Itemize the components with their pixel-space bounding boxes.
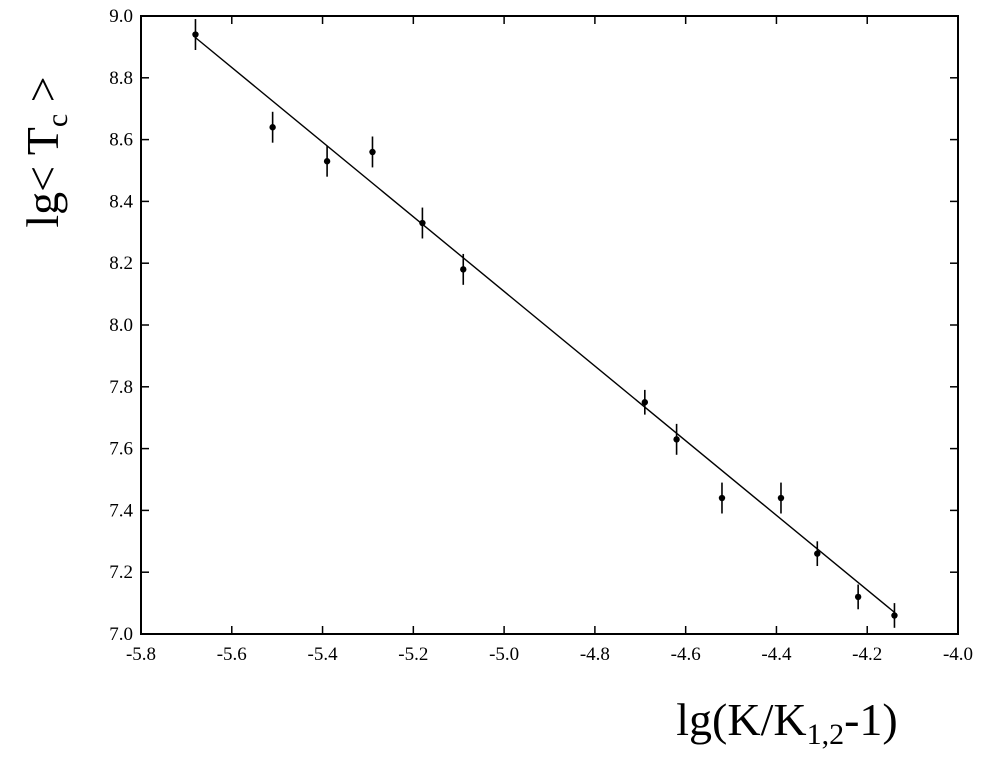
x-tick-label: -4.6 — [671, 644, 701, 665]
data-point — [718, 494, 726, 502]
y-tick-label: 7.0 — [109, 624, 133, 645]
x-axis-title: lg(K/K1,2-1) — [676, 694, 897, 751]
data-point — [673, 436, 680, 443]
fit-line-group — [195, 37, 895, 613]
y-axis: 7.0 7.2 7.4 7.6 7.8 8.0 8.2 8.4 8.6 8.8 9.0 — [109, 6, 958, 645]
x-tick-label: -5.6 — [217, 644, 247, 665]
y-tick-label: 8.2 — [109, 253, 133, 274]
data-points — [192, 19, 898, 628]
y-tick-label: 7.2 — [109, 562, 133, 583]
data-point — [323, 158, 331, 165]
y-axis-title: lg< Tc > — [17, 76, 74, 227]
x-tick-label: -4.8 — [580, 644, 610, 665]
data-point — [777, 494, 785, 502]
y-tick-label: 7.6 — [109, 439, 133, 460]
y-tick-label: 8.4 — [109, 191, 133, 212]
data-point — [419, 219, 426, 227]
x-axis: -5.8 -5.6 -5.4 -5.2 -5.0 -4.8 -4.6 -4.4 -4.2 -4.0 — [126, 16, 973, 665]
data-point — [641, 399, 649, 406]
data-point — [460, 266, 467, 273]
x-tick-label: -4.4 — [761, 644, 792, 665]
data-point — [192, 31, 199, 38]
data-point — [854, 593, 862, 601]
y-tick-label: 8.6 — [109, 130, 133, 151]
y-tick-label: 8.0 — [109, 315, 133, 336]
fit-line — [195, 37, 895, 613]
x-tick-label: -4.2 — [852, 644, 882, 665]
y-tick-label: 9.0 — [109, 6, 133, 27]
x-tick-label: -5.4 — [308, 644, 339, 665]
data-point — [814, 550, 821, 557]
y-tick-label: 7.8 — [109, 377, 133, 398]
x-tick-label: -5.8 — [126, 644, 156, 665]
x-tick-label: -5.2 — [398, 644, 428, 665]
x-tick-label: -4.0 — [943, 644, 973, 665]
y-tick-label: 7.4 — [109, 500, 133, 521]
data-point — [369, 148, 376, 156]
plot-border — [140, 15, 959, 635]
y-tick-label: 8.8 — [109, 68, 133, 89]
plot-frame — [140, 15, 959, 635]
data-point — [269, 124, 276, 131]
data-point — [891, 612, 898, 619]
x-tick-label: -5.0 — [489, 644, 519, 665]
